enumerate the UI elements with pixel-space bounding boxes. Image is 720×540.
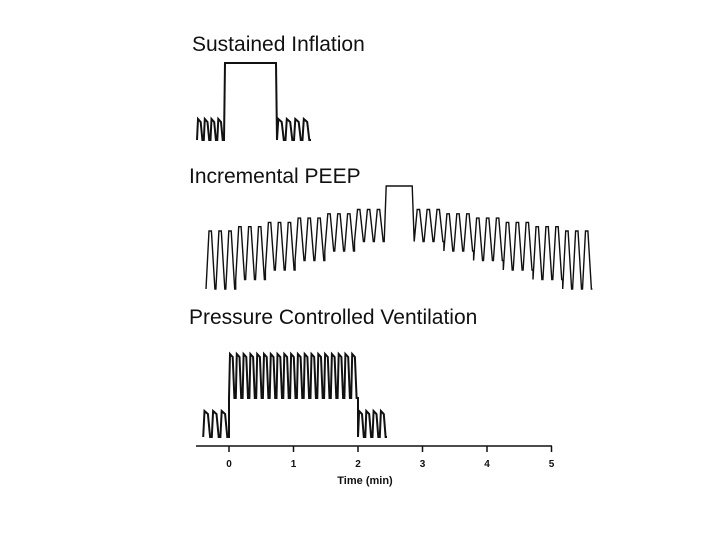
panel-title-incremental-peep: Incremental PEEP <box>189 165 361 188</box>
time-axis-tick-label: 5 <box>549 459 555 470</box>
time-axis-tick-label: 0 <box>226 459 232 470</box>
time-axis-tick-label: 1 <box>291 459 297 470</box>
trace-sustained-inflation <box>196 62 311 141</box>
time-axis-tick-label: 4 <box>484 459 490 470</box>
panel-title-pressure-controlled-ventilation: Pressure Controlled Ventilation <box>189 306 477 329</box>
trace-pressure-controlled-ventilation <box>202 351 387 438</box>
panel-title-sustained-inflation: Sustained Inflation <box>192 33 365 56</box>
time-axis: 0 1 2 3 4 5 Time (min) <box>196 445 555 487</box>
time-axis-tick-label: 2 <box>355 459 361 470</box>
time-axis-label: Time (min) <box>337 475 393 487</box>
time-axis-tick-label: 3 <box>420 459 426 470</box>
trace-incremental-peep <box>205 185 593 290</box>
